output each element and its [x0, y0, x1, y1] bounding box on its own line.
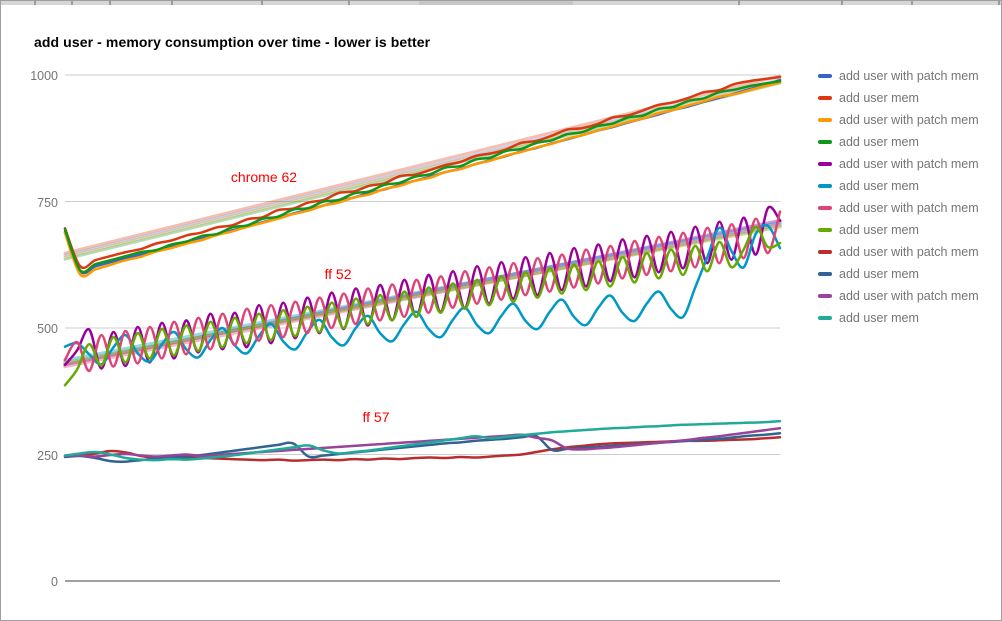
- annotation-ff-57: ff 57: [362, 409, 390, 425]
- y-axis-label-1000: 1000: [30, 69, 58, 83]
- legend-swatch-icon: [818, 162, 832, 166]
- chart-legend: add user with patch mem add user mem add u…: [818, 65, 979, 329]
- legend-item-label: add user with patch mem: [839, 201, 979, 215]
- legend-item-2[interactable]: add user with patch mem: [818, 109, 979, 131]
- chart-title: add user - memory consumption over time …: [34, 34, 431, 50]
- legend-item-label: add user with patch mem: [839, 69, 979, 83]
- legend-swatch-icon: [818, 206, 832, 210]
- annotation-chrome-62: chrome 62: [230, 169, 298, 185]
- trendline-2: [63, 79, 782, 259]
- legend-item-label: add user mem: [839, 91, 919, 105]
- series-line-6-ff-52[interactable]: [63, 210, 782, 373]
- legend-item-10[interactable]: add user with patch mem: [818, 285, 979, 307]
- legend-swatch-icon: [818, 294, 832, 298]
- legend-item-5[interactable]: add user mem: [818, 175, 979, 197]
- y-axis-label-750: 750: [37, 195, 58, 210]
- legend-swatch-icon: [818, 272, 832, 276]
- legend-item-label: add user mem: [839, 267, 919, 281]
- y-axis-label-250: 250: [37, 448, 58, 463]
- legend-swatch-icon: [818, 250, 832, 254]
- legend-item-label: add user mem: [839, 223, 919, 237]
- series-line-3-chrome-62[interactable]: [63, 79, 782, 274]
- legend-item-label: add user mem: [839, 179, 919, 193]
- legend-swatch-icon: [818, 140, 832, 144]
- legend-item-6[interactable]: add user with patch mem: [818, 197, 979, 219]
- legend-swatch-icon: [818, 316, 832, 320]
- legend-swatch-icon: [818, 228, 832, 232]
- legend-swatch-icon: [818, 74, 832, 78]
- series-line-11-ff-57[interactable]: [63, 419, 782, 462]
- y-axis-label-500: 500: [37, 322, 58, 336]
- series-line-10-ff-57[interactable]: [63, 426, 782, 458]
- series-line-1-chrome-62[interactable]: [63, 75, 782, 270]
- legend-item-3[interactable]: add user mem: [818, 131, 979, 153]
- series-line-2-chrome-62[interactable]: [63, 81, 782, 278]
- legend-item-9[interactable]: add user mem: [818, 263, 979, 285]
- legend-item-label: add user mem: [839, 311, 919, 325]
- series-line-5-ff-52[interactable]: [63, 223, 782, 366]
- legend-item-label: add user with patch mem: [839, 289, 979, 303]
- legend-swatch-icon: [818, 118, 832, 122]
- legend-item-label: add user with patch mem: [839, 245, 979, 259]
- annotation-ff-52: ff 52: [324, 266, 352, 282]
- legend-item-label: add user with patch mem: [839, 113, 979, 127]
- legend-item-1[interactable]: add user mem: [818, 87, 979, 109]
- legend-item-4[interactable]: add user with patch mem: [818, 153, 979, 175]
- legend-item-label: add user with patch mem: [839, 157, 979, 171]
- legend-swatch-icon: [818, 96, 832, 100]
- legend-item-label: add user mem: [839, 135, 919, 149]
- legend-item-11[interactable]: add user mem: [818, 307, 979, 329]
- legend-item-0[interactable]: add user with patch mem: [818, 65, 979, 87]
- browser-edge-strip: [1, 1, 1001, 5]
- legend-item-8[interactable]: add user with patch mem: [818, 241, 979, 263]
- legend-item-7[interactable]: add user mem: [818, 219, 979, 241]
- legend-swatch-icon: [818, 184, 832, 188]
- series-line-7-ff-52[interactable]: [63, 225, 782, 387]
- y-axis-label-0: 0: [51, 575, 58, 589]
